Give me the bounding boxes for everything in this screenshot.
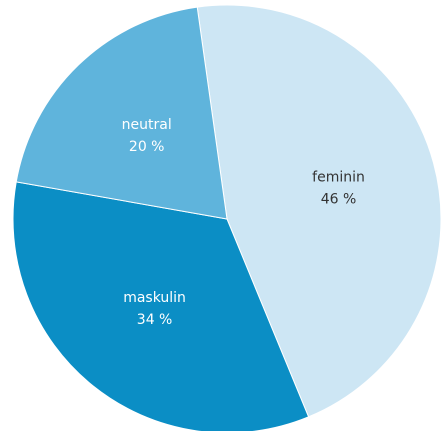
slice-label: neutral [122, 117, 172, 133]
pie-slice [15, 6, 228, 220]
slice-value-label: 46 % [321, 192, 357, 208]
slice-value-label: 20 % [129, 139, 165, 155]
slice-label: maskulin [123, 290, 186, 306]
pie-slice [196, 4, 442, 418]
slice-label: feminin [312, 170, 365, 186]
pie-slice [12, 181, 310, 431]
slice-value-label: 34 % [137, 312, 173, 328]
